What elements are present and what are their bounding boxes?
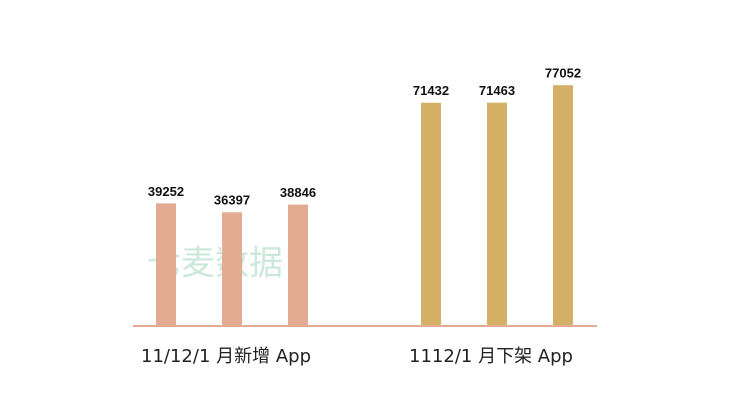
value-label: 38846 bbox=[280, 185, 316, 200]
bar bbox=[553, 85, 573, 327]
group-label: 11/12/1 月新增 App bbox=[141, 346, 311, 367]
group-label: 1112/1 月下架 App bbox=[409, 346, 573, 367]
value-label: 36397 bbox=[214, 193, 250, 208]
bar bbox=[487, 102, 507, 326]
bar bbox=[156, 203, 176, 326]
value-label: 71463 bbox=[479, 83, 515, 98]
bar bbox=[288, 204, 308, 326]
bar bbox=[421, 102, 441, 327]
value-label: 77052 bbox=[545, 66, 581, 81]
bar bbox=[222, 212, 242, 326]
value-label: 39252 bbox=[148, 184, 184, 199]
value-label: 71432 bbox=[413, 83, 449, 98]
